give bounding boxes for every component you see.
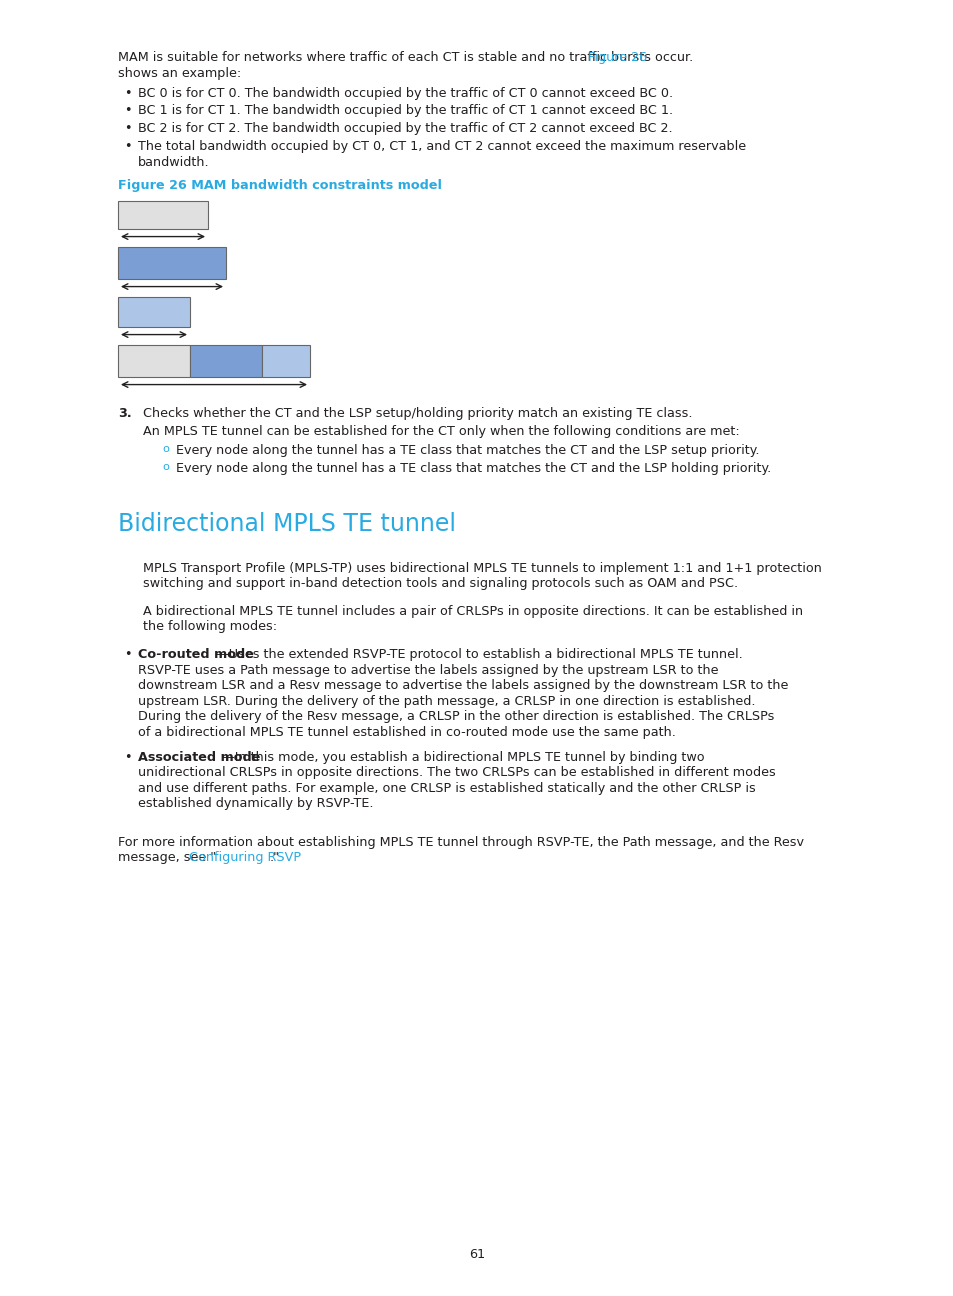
Text: •: • [124, 648, 132, 661]
Text: —Uses the extended RSVP-TE protocol to establish a bidirectional MPLS TE tunnel.: —Uses the extended RSVP-TE protocol to e… [216, 648, 742, 661]
Text: BC 0 is for CT 0. The bandwidth occupied by the traffic of CT 0 cannot exceed BC: BC 0 is for CT 0. The bandwidth occupied… [138, 87, 673, 100]
Text: For more information about establishing MPLS TE tunnel through RSVP-TE, the Path: For more information about establishing … [118, 836, 803, 849]
Bar [262, 345, 310, 377]
Text: Associated mode: Associated mode [138, 750, 260, 763]
Text: Figure 26 MAM bandwidth constraints model: Figure 26 MAM bandwidth constraints mode… [118, 179, 441, 192]
Text: BC 2 is for CT 2. The bandwidth occupied by the traffic of CT 2 cannot exceed BC: BC 2 is for CT 2. The bandwidth occupied… [138, 122, 672, 135]
Text: Figure 26: Figure 26 [587, 51, 646, 64]
Text: message, see ": message, see " [118, 851, 216, 864]
Text: Every node along the tunnel has a TE class that matches the CT and the LSP holdi: Every node along the tunnel has a TE cla… [175, 463, 770, 476]
Text: RSVP-TE uses a Path message to advertise the labels assigned by the upstream LSR: RSVP-TE uses a Path message to advertise… [138, 664, 718, 677]
Text: downstream LSR and a Resv message to advertise the labels assigned by the downst: downstream LSR and a Resv message to adv… [138, 679, 787, 692]
Text: .": ." [269, 851, 279, 864]
Text: During the delivery of the Resv message, a CRLSP in the other direction is estab: During the delivery of the Resv message,… [138, 710, 774, 723]
Text: and use different paths. For example, one CRLSP is established statically and th: and use different paths. For example, on… [138, 781, 755, 794]
Text: of a bidirectional MPLS TE tunnel established in co-routed mode use the same pat: of a bidirectional MPLS TE tunnel establ… [138, 726, 675, 739]
Text: An MPLS TE tunnel can be established for the CT only when the following conditio: An MPLS TE tunnel can be established for… [143, 425, 739, 438]
Text: The total bandwidth occupied by CT 0, CT 1, and CT 2 cannot exceed the maximum r: The total bandwidth occupied by CT 0, CT… [138, 140, 745, 153]
Text: Co-routed mode: Co-routed mode [138, 648, 253, 661]
Text: •: • [124, 750, 132, 763]
Bar [118, 246, 226, 279]
Text: Bidirectional MPLS TE tunnel: Bidirectional MPLS TE tunnel [118, 512, 456, 537]
Text: Every node along the tunnel has a TE class that matches the CT and the LSP setup: Every node along the tunnel has a TE cla… [175, 443, 759, 456]
Text: Checks whether the CT and the LSP setup/holding priority match an existing TE cl: Checks whether the CT and the LSP setup/… [143, 407, 692, 420]
Bar [118, 345, 190, 377]
Text: •: • [124, 105, 132, 118]
Text: •: • [124, 140, 132, 153]
Text: 3.: 3. [118, 407, 132, 420]
Text: unidirectional CRLSPs in opposite directions. The two CRLSPs can be established : unidirectional CRLSPs in opposite direct… [138, 766, 775, 779]
Text: established dynamically by RSVP-TE.: established dynamically by RSVP-TE. [138, 797, 374, 810]
Text: o: o [162, 463, 169, 472]
Text: —In this mode, you establish a bidirectional MPLS TE tunnel by binding two: —In this mode, you establish a bidirecti… [222, 750, 704, 763]
Text: BC 1 is for CT 1. The bandwidth occupied by the traffic of CT 1 cannot exceed BC: BC 1 is for CT 1. The bandwidth occupied… [138, 105, 673, 118]
Text: A bidirectional MPLS TE tunnel includes a pair of CRLSPs in opposite directions.: A bidirectional MPLS TE tunnel includes … [143, 605, 802, 618]
Bar [118, 201, 208, 228]
Text: •: • [124, 122, 132, 135]
Text: upstream LSR. During the delivery of the path message, a CRLSP in one direction : upstream LSR. During the delivery of the… [138, 695, 755, 708]
Bar [118, 297, 190, 327]
Text: 61: 61 [469, 1248, 484, 1261]
Text: MPLS Transport Profile (MPLS-TP) uses bidirectional MPLS TE tunnels to implement: MPLS Transport Profile (MPLS-TP) uses bi… [143, 561, 821, 574]
Text: shows an example:: shows an example: [118, 66, 241, 79]
Text: •: • [124, 87, 132, 100]
Bar [190, 345, 262, 377]
Text: bandwidth.: bandwidth. [138, 156, 210, 168]
Text: o: o [162, 443, 169, 454]
Text: switching and support in-band detection tools and signaling protocols such as OA: switching and support in-band detection … [143, 577, 738, 590]
Text: Configuring RSVP: Configuring RSVP [189, 851, 300, 864]
Text: the following modes:: the following modes: [143, 621, 276, 634]
Text: MAM is suitable for networks where traffic of each CT is stable and no traffic b: MAM is suitable for networks where traff… [118, 51, 697, 64]
